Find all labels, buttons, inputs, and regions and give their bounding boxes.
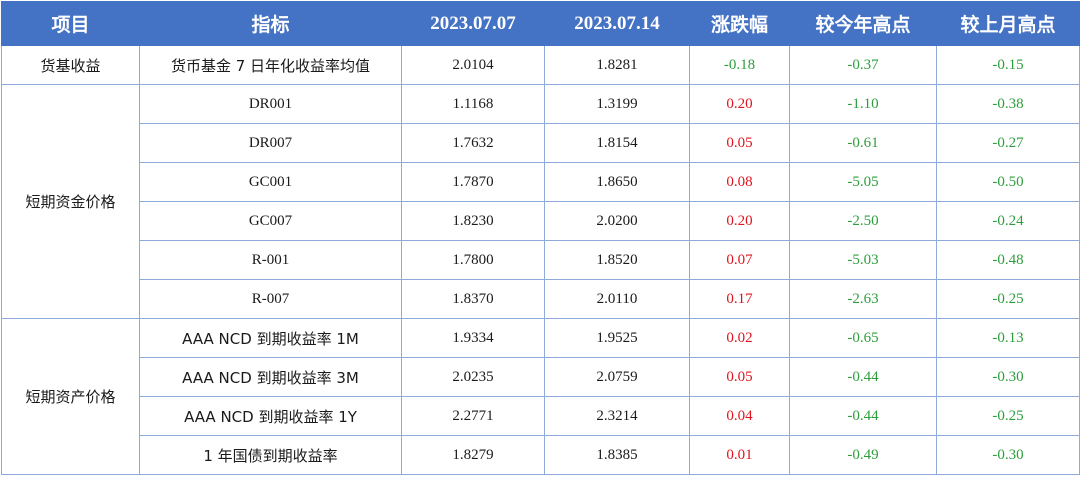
change-cell: 0.20: [689, 84, 790, 124]
value-date-2-cell: 1.8385: [544, 435, 690, 475]
indicator-cell: GC001: [139, 162, 402, 202]
indicator-cell: DR001: [139, 84, 402, 124]
header-category: 项目: [1, 1, 140, 46]
indicator-cell: AAA NCD 到期收益率 3M: [139, 357, 402, 397]
header-change: 涨跌幅: [689, 1, 790, 46]
vs-month-high-cell: -0.13: [936, 318, 1080, 358]
value-date-1-cell: 2.0235: [401, 357, 545, 397]
change-cell: -0.18: [689, 45, 790, 85]
vs-year-high-cell: -2.50: [789, 201, 937, 241]
value-date-1-cell: 1.7632: [401, 123, 545, 163]
vs-year-high-cell: -0.61: [789, 123, 937, 163]
table-header: 项目 指标 2023.07.07 2023.07.14 涨跌幅 较今年高点 较上…: [1, 1, 1080, 46]
vs-month-high-cell: -0.27: [936, 123, 1080, 163]
value-date-2-cell: 2.0110: [544, 279, 690, 319]
vs-month-high-cell: -0.50: [936, 162, 1080, 202]
header-vs-month-high: 较上月高点: [936, 1, 1080, 46]
vs-month-high-cell: -0.30: [936, 435, 1080, 475]
header-indicator: 指标: [139, 1, 402, 46]
table-row: GC007 1.8230 2.0200 0.20 -2.50 -0.24: [2, 201, 1080, 241]
change-cell: 0.20: [689, 201, 790, 241]
value-date-1-cell: 1.7870: [401, 162, 545, 202]
vs-year-high-cell: -2.63: [789, 279, 937, 319]
vs-year-high-cell: -1.10: [789, 84, 937, 124]
vs-month-high-cell: -0.15: [936, 45, 1080, 85]
table-row: AAA NCD 到期收益率 1Y 2.2771 2.3214 0.04 -0.44 -0.…: [2, 396, 1080, 436]
indicator-cell: 1 年国债到期收益率: [139, 435, 402, 475]
header-date-2: 2023.07.14: [544, 1, 690, 46]
vs-year-high-cell: -5.03: [789, 240, 937, 280]
change-cell: 0.02: [689, 318, 790, 358]
vs-month-high-cell: -0.25: [936, 279, 1080, 319]
change-cell: 0.17: [689, 279, 790, 319]
table-row: DR007 1.7632 1.8154 0.05 -0.61 -0.27: [2, 123, 1080, 163]
value-date-2-cell: 1.8154: [544, 123, 690, 163]
indicator-cell: R-001: [139, 240, 402, 280]
value-date-1-cell: 2.0104: [401, 45, 545, 85]
value-date-1-cell: 1.7800: [401, 240, 545, 280]
value-date-1-cell: 1.9334: [401, 318, 545, 358]
vs-month-high-cell: -0.24: [936, 201, 1080, 241]
change-cell: 0.08: [689, 162, 790, 202]
indicator-cell: R-007: [139, 279, 402, 319]
indicator-cell: AAA NCD 到期收益率 1Y: [139, 396, 402, 436]
value-date-2-cell: 1.3199: [544, 84, 690, 124]
vs-year-high-cell: -0.49: [789, 435, 937, 475]
vs-month-high-cell: -0.30: [936, 357, 1080, 397]
vs-year-high-cell: -0.44: [789, 396, 937, 436]
change-cell: 0.04: [689, 396, 790, 436]
table-row: 短期资产价格 AAA NCD 到期收益率 1M 1.9334 1.9525 0.02 -0…: [1, 318, 1080, 475]
value-date-1-cell: 1.1168: [401, 84, 545, 124]
value-date-1-cell: 2.2771: [401, 396, 545, 436]
table-row: AAA NCD 到期收益率 3M 2.0235 2.0759 0.05 -0.44 -0.…: [2, 357, 1080, 397]
value-date-2-cell: 1.8650: [544, 162, 690, 202]
indicator-cell: GC007: [139, 201, 402, 241]
value-date-2-cell: 1.8281: [544, 45, 690, 85]
value-date-2-cell: 2.3214: [544, 396, 690, 436]
value-date-1-cell: 1.8230: [401, 201, 545, 241]
indicator-cell: DR007: [139, 123, 402, 163]
value-date-2-cell: 1.9525: [544, 318, 690, 358]
vs-year-high-cell: -5.05: [789, 162, 937, 202]
vs-month-high-cell: -0.25: [936, 396, 1080, 436]
change-cell: 0.01: [689, 435, 790, 475]
value-date-1-cell: 1.8370: [401, 279, 545, 319]
indicator-cell: 货币基金 7 日年化收益率均值: [139, 45, 402, 85]
value-date-2-cell: 2.0200: [544, 201, 690, 241]
table-row: 货基收益 货币基金 7 日年化收益率均值 2.0104 1.8281 -0.18 -0.3…: [1, 45, 1080, 85]
header-row: 项目 指标 2023.07.07 2023.07.14 涨跌幅 较今年高点 较上…: [1, 1, 1080, 46]
change-cell: 0.07: [689, 240, 790, 280]
vs-month-high-cell: -0.48: [936, 240, 1080, 280]
table-row: R-001 1.7800 1.8520 0.07 -5.03 -0.48: [2, 240, 1080, 280]
vs-year-high-cell: -0.65: [789, 318, 937, 358]
value-date-2-cell: 2.0759: [544, 357, 690, 397]
table-body: 货基收益 货币基金 7 日年化收益率均值 2.0104 1.8281 -0.18 -0.3…: [1, 45, 1080, 475]
header-date-1: 2023.07.07: [401, 1, 545, 46]
category-cell: 短期资产价格: [1, 318, 140, 475]
value-date-2-cell: 1.8520: [544, 240, 690, 280]
table-row: 短期资金价格 DR001 1.1168 1.3199 0.20 -1.10 -0.38: [1, 84, 1080, 319]
vs-month-high-cell: -0.38: [936, 84, 1080, 124]
table-row: R-007 1.8370 2.0110 0.17 -2.63 -0.25: [2, 279, 1080, 319]
indicator-cell: AAA NCD 到期收益率 1M: [139, 318, 402, 358]
table-row: GC001 1.7870 1.8650 0.08 -5.05 -0.50: [2, 162, 1080, 202]
change-cell: 0.05: [689, 357, 790, 397]
category-cell: 货基收益: [1, 45, 140, 85]
value-date-1-cell: 1.8279: [401, 435, 545, 475]
table-row: 1 年国债到期收益率 1.8279 1.8385 0.01 -0.49 -0.30: [2, 435, 1080, 475]
change-cell: 0.05: [689, 123, 790, 163]
vs-year-high-cell: -0.37: [789, 45, 937, 85]
category-cell: 短期资金价格: [1, 84, 140, 319]
header-vs-year-high: 较今年高点: [789, 1, 937, 46]
vs-year-high-cell: -0.44: [789, 357, 937, 397]
